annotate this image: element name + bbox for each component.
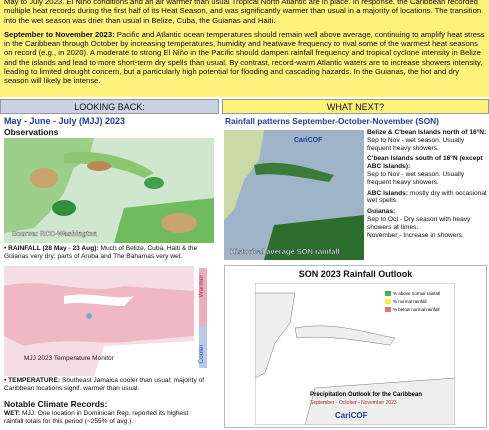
region-name: Belize & C'bean Islands north of 16°N: bbox=[367, 129, 487, 136]
map-logo: CariCOF bbox=[294, 137, 323, 144]
region: Belize & C'bean Islands north of 16°N: Se… bbox=[367, 129, 487, 152]
region-notes: Belize & C'bean Islands north of 16°N: Se… bbox=[367, 129, 487, 239]
region-line: Sep to Oct - Dry season with heavy showe… bbox=[367, 215, 471, 231]
region-line: mostly dry with occasional wet spells. bbox=[367, 189, 487, 205]
wet-area bbox=[144, 177, 164, 189]
rainfall-label: RAINFALL (28 May - 23 Aug): bbox=[8, 245, 99, 252]
land bbox=[304, 377, 455, 425]
region-name: Guianas: bbox=[367, 208, 396, 216]
rainfall-observation-map: Source: RCC-Washington bbox=[4, 138, 214, 243]
region: C'bean Islands south of 16°N (except ABC… bbox=[367, 155, 487, 186]
record-text: MJJ: One location in Dominican Rep. repo… bbox=[4, 410, 189, 425]
period-title: May - June - July (MJJ) 2023 bbox=[4, 116, 126, 126]
outlook-caption: Precipitation Outlook for the Caribbean bbox=[310, 392, 422, 398]
what-next-header: WHAT NEXT? bbox=[222, 99, 489, 114]
legend-swatch bbox=[385, 307, 391, 312]
land bbox=[224, 130, 264, 220]
warmer-label: Warmer bbox=[198, 274, 205, 298]
temperature-map: Warmer Cooler MJJ 2023 Temperature Monit… bbox=[4, 266, 207, 376]
land bbox=[64, 294, 134, 306]
outlook-logo: CariCOF bbox=[335, 411, 368, 420]
outlook-map: % above normal rainfall % normal rainfal… bbox=[255, 283, 455, 425]
cool-spot bbox=[86, 313, 92, 319]
map-source: Source: RCC-Washington bbox=[12, 231, 97, 238]
observations-title: Observations bbox=[4, 127, 59, 137]
color-scale bbox=[199, 326, 207, 368]
legend-swatch bbox=[385, 299, 391, 304]
cooler-label: Cooler bbox=[198, 344, 205, 364]
region-line: Sep to Nov - wet season. Usually frequen… bbox=[367, 136, 465, 152]
legend-text: % below normal rainfall bbox=[393, 307, 440, 312]
land bbox=[294, 325, 396, 346]
outlook-box: SON 2023 Rainfall Outlook % above normal… bbox=[224, 265, 487, 428]
summary-band: May to July 2023. El Niño conditions and… bbox=[0, 0, 489, 97]
intro-text: May to July 2023. El Niño conditions and… bbox=[4, 0, 482, 25]
rainfall-patterns-title: Rainfall patterns September-October-Nove… bbox=[225, 116, 439, 126]
looking-back-header: LOOKING BACK: bbox=[0, 99, 219, 114]
warm-area bbox=[4, 283, 194, 346]
region: ABC Islands: mostly dry with occasional … bbox=[367, 190, 487, 206]
outlook-text: Pacific and Atlantic ocean temperatures … bbox=[4, 29, 485, 86]
temperature-map-caption: MJJ 2023 Temperature Monitor bbox=[24, 355, 115, 362]
land bbox=[264, 215, 364, 260]
legend-text: % above normal rainfall bbox=[393, 291, 440, 296]
rainfall-bullet: • RAINFALL (28 May - 23 Aug): Much of Be… bbox=[4, 245, 198, 260]
region-line: November - Increase in showers. bbox=[367, 231, 464, 239]
dry-area bbox=[87, 161, 111, 171]
region-name: C'bean Islands south of 16°N (except ABC… bbox=[367, 155, 483, 171]
legend-text: % normal rainfall bbox=[393, 299, 427, 304]
legend-swatch bbox=[385, 291, 391, 296]
wet-area bbox=[52, 200, 76, 216]
region-line: Sep to Nov - wet season. Usually frequen… bbox=[367, 170, 465, 186]
outlook-title: SON 2023 Rainfall Outlook bbox=[298, 269, 413, 279]
land bbox=[254, 162, 334, 182]
outlook-period: September - October - November 2023 bbox=[310, 400, 397, 406]
record-label: WET: bbox=[4, 410, 21, 417]
historical-rainfall-map: CariCOF Historical average SON rainfall bbox=[224, 130, 364, 260]
land bbox=[255, 292, 296, 379]
temperature-label: TEMPERATURE: bbox=[8, 377, 61, 384]
map-caption: Historical average SON rainfall bbox=[230, 247, 340, 256]
temperature-bullet: • TEMPERATURE: Southeast Jamaica cooler … bbox=[4, 377, 205, 392]
record-item: WET: MJJ: One location in Dominican Rep.… bbox=[4, 410, 204, 426]
rainfall-text: Much of Belize, Cuba, Haiti & the Guiana… bbox=[4, 245, 198, 260]
region: Guianas: Sep to Oct - Dry season with hea… bbox=[367, 208, 487, 239]
outlook-paragraph: September to November 2023: Pacific and … bbox=[4, 30, 485, 86]
records-title: Notable Climate Records: bbox=[4, 399, 108, 409]
land bbox=[94, 341, 194, 376]
color-scale bbox=[199, 268, 207, 368]
outlook-heading: September to November 2023: bbox=[4, 29, 115, 39]
dry-area bbox=[161, 213, 197, 233]
temperature-text: Southeast Jamaica cooler than usual; maj… bbox=[4, 377, 205, 392]
dry-area bbox=[30, 168, 58, 188]
region-name: ABC Islands: bbox=[367, 189, 409, 197]
